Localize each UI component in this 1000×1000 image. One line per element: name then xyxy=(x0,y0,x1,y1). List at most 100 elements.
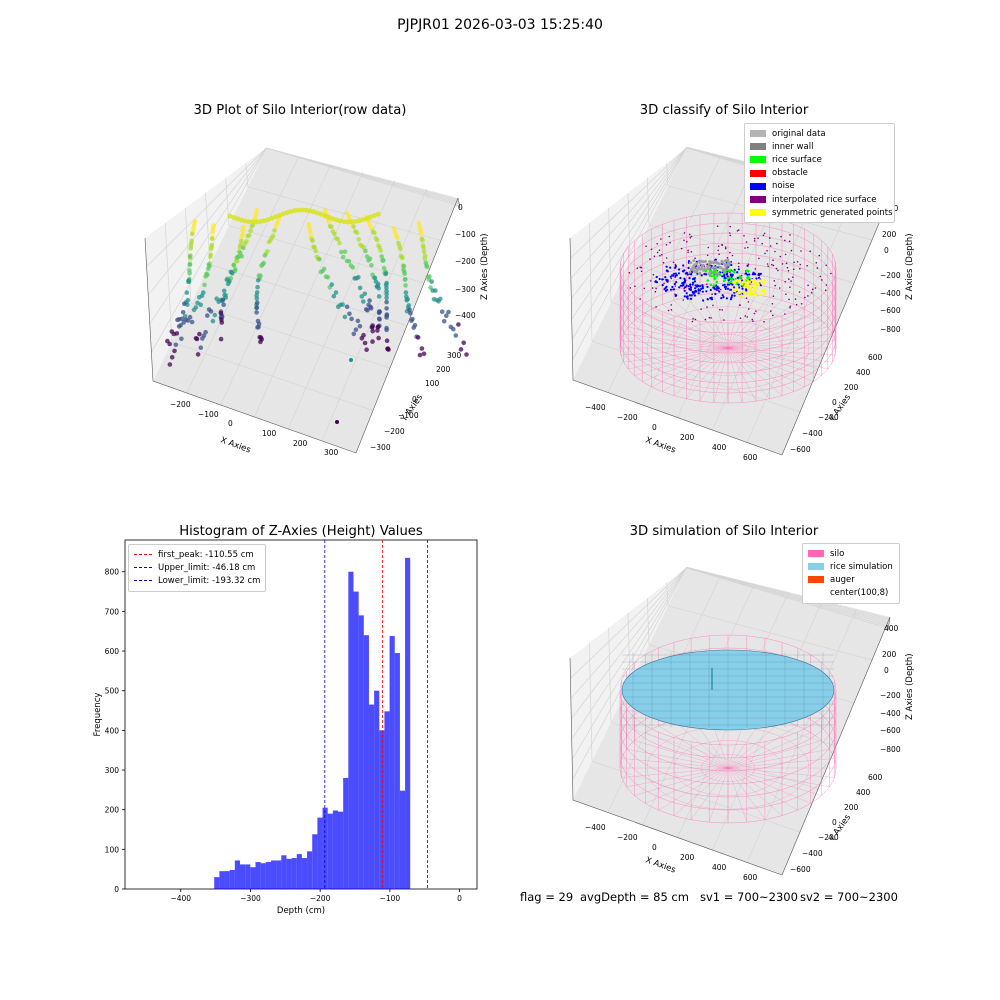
legend-item: Upper_limit: -46.18 cm xyxy=(134,561,260,574)
noise-point xyxy=(737,268,740,271)
raw-point xyxy=(340,254,346,260)
z-tick-label: −600 xyxy=(880,306,901,315)
raw-point xyxy=(384,327,389,333)
interpolated-point xyxy=(665,257,668,259)
histogram-bar xyxy=(322,807,328,889)
noise-point xyxy=(717,287,720,290)
noise-point xyxy=(701,284,704,287)
interpolated-point xyxy=(788,278,790,280)
rice-surface-point xyxy=(726,268,729,272)
raw-point xyxy=(205,266,211,272)
raw-point xyxy=(196,295,202,300)
noise-point xyxy=(672,288,676,291)
interpolated-point xyxy=(709,267,711,269)
legend-item: auger xyxy=(808,573,894,586)
x-tick-label: −400 xyxy=(170,894,191,903)
histogram-bar xyxy=(270,860,277,889)
symmetric-point xyxy=(760,282,763,285)
interpolated-point xyxy=(682,299,685,301)
interpolated-point xyxy=(751,318,754,321)
raw-point xyxy=(415,335,421,340)
raw-point xyxy=(350,265,356,270)
y-tick-label: 0 xyxy=(832,818,837,827)
interpolated-point xyxy=(721,309,724,311)
rice-surface-point xyxy=(728,276,732,279)
interpolated-point xyxy=(830,272,832,275)
z-tick-label: 200 xyxy=(882,230,897,239)
noise-point xyxy=(738,286,741,289)
raw-point xyxy=(374,237,380,243)
noise-point xyxy=(715,284,718,287)
histogram-chart: −400 −300 −200 −100 0 0 100 200 300 400 500 600 700 8… xyxy=(93,539,478,916)
raw-point xyxy=(362,340,368,346)
histogram-bar xyxy=(224,871,230,889)
raw-point xyxy=(347,311,352,317)
noise-point xyxy=(723,283,726,286)
raw-point xyxy=(398,246,403,251)
raw-point xyxy=(306,222,312,227)
x-tick-label: 200 xyxy=(680,853,695,862)
raw-point xyxy=(376,316,382,322)
noise-point xyxy=(684,279,687,282)
raw-point xyxy=(212,312,218,318)
interpolated-point xyxy=(771,263,773,266)
z-tick-label: 0 xyxy=(458,203,463,212)
histogram-bar xyxy=(394,653,400,889)
axis-edge xyxy=(569,657,783,876)
raw-point xyxy=(384,292,389,297)
raw-point xyxy=(381,258,386,263)
noise-point xyxy=(700,287,703,290)
y-tick-label: 400 xyxy=(105,726,120,735)
raw-point xyxy=(351,224,356,229)
noise-point xyxy=(692,292,695,295)
raw-point xyxy=(191,307,197,313)
interpolated-point xyxy=(784,239,786,242)
noise-point xyxy=(674,266,677,269)
interpolated-point xyxy=(784,281,786,283)
noise-point xyxy=(703,273,706,276)
noise-point xyxy=(658,277,661,281)
symmetric-point xyxy=(763,281,766,285)
noise-point xyxy=(674,274,677,278)
interpolated-point xyxy=(656,243,658,245)
interpolated-point xyxy=(729,251,731,254)
noise-point xyxy=(685,284,688,287)
raw-point xyxy=(318,211,324,217)
grid-line-y-wall xyxy=(646,177,650,225)
raw-point xyxy=(311,209,317,215)
noise-point xyxy=(759,272,762,275)
raw-point xyxy=(184,290,190,295)
noise-point xyxy=(673,282,676,286)
z-tick-label: 200 xyxy=(882,650,897,659)
noise-point xyxy=(669,266,672,269)
noise-point xyxy=(721,275,724,278)
symmetric-point xyxy=(753,293,756,296)
x-axis-label: Depth (cm) xyxy=(277,906,325,916)
raw-point xyxy=(307,225,312,231)
z-axis-label: Z Axies (Depth) xyxy=(905,233,915,300)
symmetric-point xyxy=(738,294,742,298)
z-axis-label: Z Axies (Depth) xyxy=(480,233,490,300)
raw-point xyxy=(402,271,408,276)
original-point xyxy=(697,265,700,269)
interpolated-point xyxy=(717,245,720,248)
interpolated-point xyxy=(660,238,662,240)
noise-point xyxy=(706,285,709,288)
noise-point xyxy=(672,274,675,277)
raw-point xyxy=(349,358,353,362)
raw-point xyxy=(198,345,204,350)
interpolated-point xyxy=(723,319,725,321)
interpolated-point xyxy=(674,263,677,266)
raw-point xyxy=(181,320,186,325)
interpolated-point xyxy=(795,303,798,306)
noise-point xyxy=(694,287,697,290)
sv1-text: sv1 = 700~2300 xyxy=(700,890,798,904)
noise-point xyxy=(664,276,667,279)
interpolated-point xyxy=(798,291,801,293)
rice-surface-point xyxy=(718,273,722,277)
interpolated-point xyxy=(690,235,693,238)
raw-point xyxy=(210,229,216,235)
symmetric-point xyxy=(758,279,762,282)
symmetric-point xyxy=(740,283,743,286)
interpolated-point xyxy=(776,242,778,245)
